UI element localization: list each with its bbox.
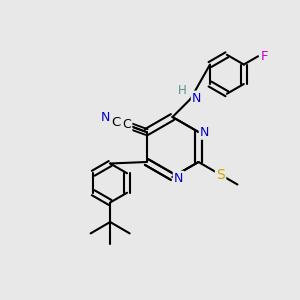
Text: N: N	[200, 125, 209, 139]
Text: C: C	[122, 118, 131, 131]
Text: N: N	[99, 114, 109, 128]
Text: H: H	[178, 85, 187, 98]
Text: C: C	[111, 116, 121, 129]
Text: F: F	[261, 50, 268, 63]
Text: N: N	[174, 172, 183, 185]
Text: N: N	[192, 92, 201, 105]
Text: S: S	[216, 168, 225, 182]
Text: N: N	[101, 111, 110, 124]
